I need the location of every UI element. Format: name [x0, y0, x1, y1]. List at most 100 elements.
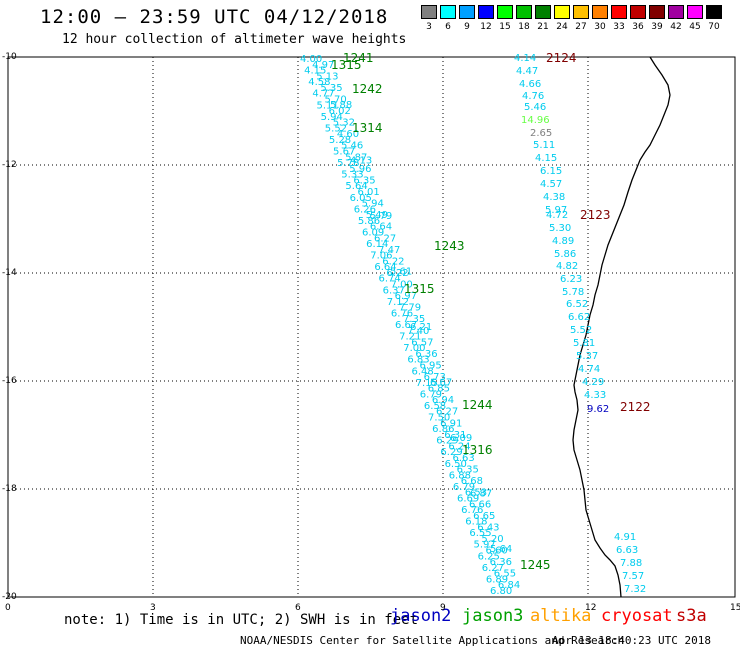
wave-height-value: 6.01: [358, 187, 380, 198]
wave-height-value: 5.30: [549, 223, 571, 234]
wave-height-value: 5.86: [358, 216, 380, 227]
wave-height-value: 6.60: [486, 546, 508, 557]
wave-height-value: 4.29: [582, 377, 604, 388]
wave-height-value: 6.64: [370, 222, 392, 233]
wave-height-value: 5.61: [390, 266, 412, 277]
wave-height-value: 5.67: [333, 147, 355, 158]
legend-label: 15: [499, 22, 511, 32]
pass-id-label: 1315: [331, 58, 362, 72]
wave-height-value: 5.88: [330, 100, 352, 111]
wave-height-value: 6.97: [395, 291, 417, 302]
wave-height-value: 6.09: [362, 227, 384, 238]
legend-label: 6: [445, 22, 451, 32]
wave-height-value: 6.63: [616, 545, 638, 556]
wave-height-value: 6.63: [453, 453, 475, 464]
wave-height-value: 5.20: [481, 534, 503, 545]
wave-height-value: 2.65: [530, 128, 552, 139]
wave-height-value: 6.65: [473, 511, 495, 522]
wave-height-value: 5.11: [533, 140, 555, 151]
wave-height-value: 5.35: [320, 83, 342, 94]
wave-height-value: 5.94: [362, 199, 384, 210]
wave-height-value: 6.86: [432, 424, 454, 435]
wave-height-value: 6.15: [540, 166, 562, 177]
wave-height-value: 5.49: [366, 210, 388, 221]
lon-tick-label: 9: [440, 603, 446, 613]
map-frame: [7, 56, 736, 598]
wave-height-value: 7.12: [387, 297, 409, 308]
wave-height-value: 4.60: [337, 129, 359, 140]
lon-tick-label: 12: [585, 603, 597, 613]
wave-height-value: 7.00: [403, 343, 425, 354]
wave-height-value: 4.14: [514, 53, 536, 64]
wave-height-value: 6.18: [465, 517, 487, 528]
wave-height-value: 5.32: [333, 118, 355, 129]
wave-height-value: 6.62: [568, 312, 590, 323]
coastline: [572, 56, 671, 598]
wave-height-value: 5.79: [370, 211, 392, 222]
wave-height-value: 6.31: [444, 430, 466, 441]
wave-height-value: 4.13: [350, 155, 372, 166]
legend-label: 21: [537, 22, 549, 32]
wave-height-value: 7.88: [620, 558, 642, 569]
legend-swatch: [421, 5, 437, 19]
wave-height-value: 6.55: [469, 528, 491, 539]
wave-height-value: 4.38: [543, 192, 565, 203]
wave-height-value: 4.58: [308, 77, 330, 88]
wave-height-value: 6.24: [448, 441, 470, 452]
wave-height-value: 6.80: [490, 586, 512, 597]
wave-height-value: 6.83: [407, 355, 429, 366]
wave-height-value: 6.94: [432, 395, 454, 406]
wave-height-value: 6.87: [470, 489, 492, 500]
wave-height-value: 6.79: [453, 482, 475, 493]
wave-height-value: 7.47: [378, 245, 400, 256]
pass-id-label: 1315: [404, 282, 435, 296]
legend-swatch: [706, 5, 722, 19]
wave-height-value: 6.67: [430, 378, 452, 389]
legend-label: 45: [689, 22, 701, 32]
wave-height-value: 6.48: [412, 366, 434, 377]
lon-tick-label: 6: [295, 603, 301, 613]
pass-id-label: 2124: [546, 51, 577, 65]
wave-height-value: 4.82: [556, 261, 578, 272]
wave-height-value: 5.96: [349, 164, 371, 175]
legend-label: 9: [464, 22, 470, 32]
wave-height-value: 6.57: [411, 337, 433, 348]
legend-label: 18: [518, 22, 530, 32]
footnote: note: 1) Time is in UTC; 2) SWH is in fe…: [64, 612, 419, 628]
wave-height-value: 6.27: [436, 407, 458, 418]
legend-swatch: [611, 5, 627, 19]
wave-height-value: 6.84: [498, 580, 520, 591]
wave-height-value: 6.91: [440, 418, 462, 429]
legend-label: 39: [651, 22, 663, 32]
wave-height-value: 9.62: [587, 404, 609, 415]
wave-height-value: 5.70: [324, 94, 346, 105]
chart-title: 12:00 — 23:59 UTC 04/12/2018: [40, 6, 389, 28]
wave-height-value: 6.35: [353, 175, 375, 186]
legend-swatch: [440, 5, 456, 19]
wave-height-value: 6.09: [450, 433, 472, 444]
legend-swatch: [497, 5, 513, 19]
wave-height-value: 4.33: [584, 390, 606, 401]
wave-height-value: 4.72: [546, 210, 568, 221]
lat-tick-label: -10: [2, 52, 17, 62]
wave-height-value: 6.26: [354, 204, 376, 215]
wave-height-value: 5.52: [325, 123, 347, 134]
lon-tick-label: 15: [730, 603, 740, 613]
wave-height-value: 6.23: [560, 274, 582, 285]
wave-height-value: 4.91: [614, 532, 636, 543]
wave-height-value: 4.15: [535, 153, 557, 164]
pass-id-label: 1243: [434, 239, 465, 253]
wave-height-value: 7.57: [622, 571, 644, 582]
wave-height-value: 6.50: [445, 459, 467, 470]
legend-label: 12: [480, 22, 492, 32]
wave-height-value: 5.13: [316, 71, 338, 82]
pass-id-label: 1316: [462, 443, 493, 457]
pass-id-label: 1244: [462, 398, 493, 412]
wave-height-value: 6.29: [440, 447, 462, 458]
wave-height-value: 7.32: [624, 584, 646, 595]
wave-height-value: 14.96: [521, 115, 550, 126]
wave-height-value: 6.55: [494, 569, 516, 580]
wave-height-value: 5.94: [321, 112, 343, 123]
wave-height-value: 6.43: [477, 522, 499, 533]
legend-swatch: [687, 5, 703, 19]
